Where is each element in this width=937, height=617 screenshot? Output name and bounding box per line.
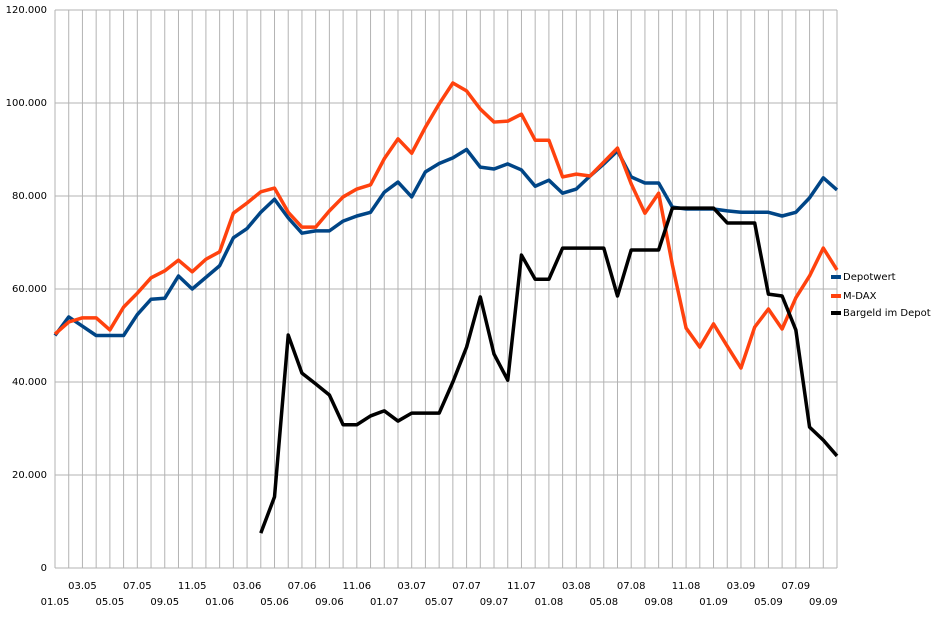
x-tick-label: 07.06 xyxy=(288,581,317,592)
x-tick-label: 11.05 xyxy=(178,581,207,592)
legend-label: Depotwert xyxy=(843,272,896,283)
y-tick-label: 120.000 xyxy=(6,5,47,16)
x-tick-label: 03.06 xyxy=(233,581,262,592)
legend-swatch xyxy=(831,275,841,279)
x-tick-label: 07.09 xyxy=(782,581,811,592)
y-tick-label: 40.000 xyxy=(12,377,47,388)
legend-swatch xyxy=(831,311,841,315)
x-tick-label: 07.05 xyxy=(123,581,152,592)
x-tick-label: 05.05 xyxy=(96,597,125,608)
x-tick-label: 09.08 xyxy=(644,597,673,608)
y-tick-label: 0 xyxy=(41,563,47,574)
x-tick-label: 05.09 xyxy=(754,597,783,608)
legend-label: Bargeld im Depot xyxy=(843,308,931,319)
y-tick-label: 100.000 xyxy=(6,98,47,109)
x-tick-label: 07.07 xyxy=(452,581,481,592)
y-tick-label: 20.000 xyxy=(12,470,47,481)
x-tick-label: 05.07 xyxy=(425,597,454,608)
x-tick-label: 01.06 xyxy=(205,597,234,608)
series-line xyxy=(53,147,839,338)
x-tick-label: 05.06 xyxy=(260,597,289,608)
x-tick-label: 03.07 xyxy=(397,581,426,592)
x-tick-label: 11.06 xyxy=(343,581,372,592)
x-tick-label: 09.05 xyxy=(150,597,179,608)
y-tick-label: 80.000 xyxy=(12,191,47,202)
x-tick-label: 01.09 xyxy=(699,597,728,608)
legend-label: M-DAX xyxy=(843,291,877,302)
x-tick-label: 03.09 xyxy=(727,581,756,592)
x-tick-label: 09.07 xyxy=(480,597,509,608)
series-line xyxy=(259,206,839,534)
series-line xyxy=(53,81,839,370)
x-tick-label: 09.06 xyxy=(315,597,344,608)
x-tick-label: 07.08 xyxy=(617,581,646,592)
x-tick-label: 05.08 xyxy=(589,597,618,608)
x-tick-label: 01.07 xyxy=(370,597,399,608)
x-tick-label: 01.05 xyxy=(41,597,70,608)
y-tick-label: 60.000 xyxy=(12,284,47,295)
legend-swatch xyxy=(831,294,841,298)
x-tick-label: 11.08 xyxy=(672,581,701,592)
x-tick-label: 01.08 xyxy=(535,597,564,608)
x-tick-label: 03.08 xyxy=(562,581,591,592)
x-tick-label: 11.07 xyxy=(507,581,536,592)
x-tick-label: 03.05 xyxy=(68,581,97,592)
x-tick-label: 09.09 xyxy=(809,597,838,608)
